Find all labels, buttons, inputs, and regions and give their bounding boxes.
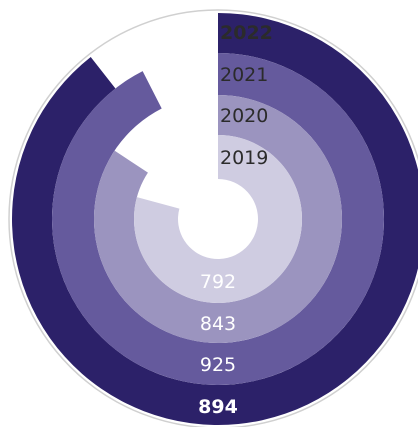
- value-label-2022: 894: [198, 396, 238, 418]
- year-label-2020: 2020: [220, 105, 268, 127]
- value-label-2019: 792: [200, 271, 236, 293]
- bar-2019: [134, 135, 303, 303]
- year-label-2022: 2022: [220, 22, 273, 44]
- bar-2020: [94, 95, 342, 343]
- value-label-2021: 925: [200, 354, 236, 376]
- year-label-2019: 2019: [220, 147, 268, 169]
- year-label-2021: 2021: [220, 64, 268, 86]
- value-label-2020: 843: [200, 313, 236, 335]
